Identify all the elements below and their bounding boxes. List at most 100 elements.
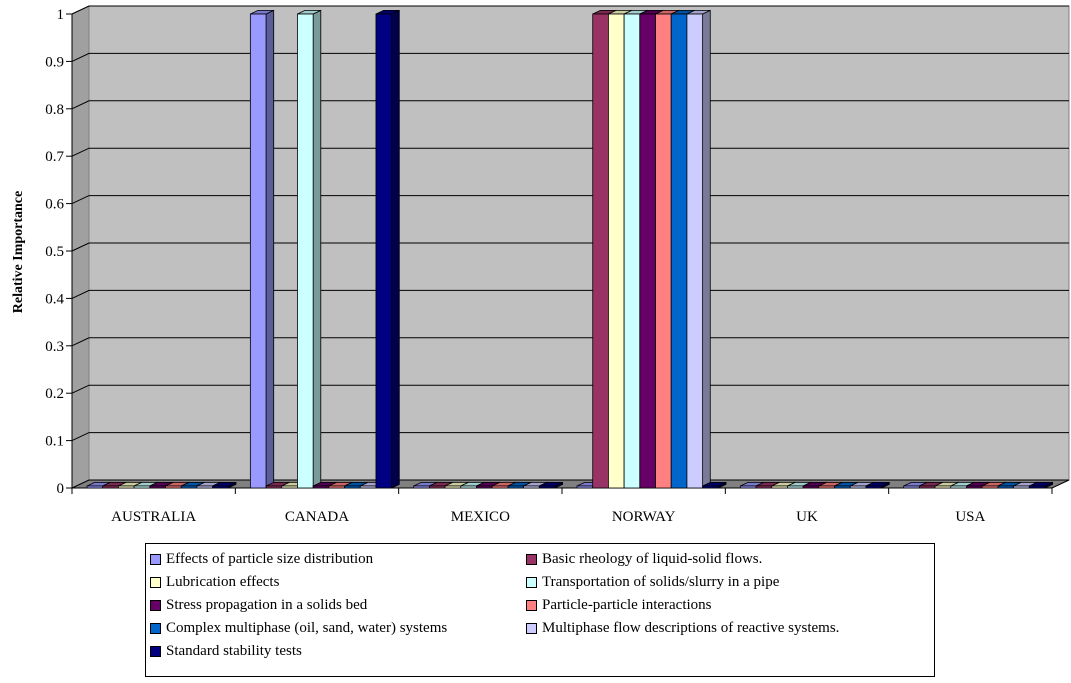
bar-front	[918, 485, 936, 489]
gridline	[71, 147, 1069, 157]
bar-front	[359, 485, 377, 489]
bar-front	[576, 485, 594, 489]
bars	[86, 9, 1054, 489]
bar-front	[102, 485, 119, 489]
x-tick-label: AUSTRALIA	[111, 509, 196, 525]
plot-area	[71, 5, 1070, 489]
y-tick-label: 0	[57, 481, 65, 497]
legend-label: Lubrication effects	[166, 573, 280, 590]
bar	[375, 9, 400, 489]
y-axis-title: Relative Importance	[11, 191, 26, 313]
y-tick-label: 0.3	[45, 339, 64, 355]
legend-swatch	[150, 553, 161, 565]
y-tick-label: 0.6	[45, 197, 64, 213]
bar-front	[491, 485, 509, 489]
x-tick-label: USA	[955, 509, 985, 525]
y-tick-label: 0.5	[45, 244, 64, 260]
gridline	[71, 195, 1069, 205]
bar-side	[312, 9, 322, 489]
y-axis: 0 0.1 0.2 0.3 0.4 0.5 0.6 0.7 0.8 0.9 1	[45, 7, 1053, 497]
bar-front	[523, 485, 540, 489]
gridline	[71, 384, 1069, 394]
bar-side	[391, 9, 400, 489]
bar-front	[444, 485, 462, 489]
legend-swatch	[526, 553, 537, 565]
legend-item: Multiphase flow descriptions of reactive…	[526, 618, 936, 638]
bar-front	[312, 485, 330, 489]
bar-front	[966, 485, 983, 489]
legend-swatch	[526, 622, 537, 634]
bar-front	[834, 485, 851, 489]
gridline	[71, 52, 1069, 62]
bar-front	[865, 485, 883, 489]
bar-front	[849, 485, 867, 489]
legend-label: Particle-particle interactions	[542, 596, 712, 613]
bar	[297, 9, 322, 489]
x-tick-label: NORWAY	[612, 509, 676, 525]
bar-front	[592, 13, 609, 489]
bar	[538, 481, 564, 489]
legend-label: Multiphase flow descriptions of reactive…	[542, 619, 840, 636]
legend-swatch	[150, 599, 161, 611]
gridline	[71, 242, 1069, 252]
legend-label: Basic rheology of liquid-solid flows.	[542, 550, 763, 567]
bar-front	[476, 485, 493, 489]
bar-front	[413, 485, 430, 489]
bar-front	[818, 485, 835, 489]
legend: Effects of particle size distribution Bas…	[145, 543, 935, 677]
bar-front	[739, 485, 757, 489]
bar-front	[802, 485, 820, 489]
y-tick-label: 0.7	[45, 149, 64, 165]
legend-swatch	[150, 622, 161, 634]
bar-front	[623, 13, 641, 489]
y-tick-label: 0.2	[45, 386, 64, 402]
bar-front	[265, 485, 283, 489]
bar-front	[639, 13, 656, 489]
gridline	[71, 432, 1069, 442]
legend-item: Standard stability tests	[150, 641, 526, 661]
x-tick-label: UK	[796, 509, 818, 525]
bar-front	[196, 485, 214, 489]
bar-front	[538, 485, 556, 489]
bar-front	[771, 485, 788, 489]
bar-front	[149, 485, 166, 489]
gridlines	[71, 5, 1069, 442]
bar-front	[1028, 485, 1046, 489]
bar-front	[344, 485, 361, 489]
bar-front	[281, 485, 298, 489]
bar-front	[297, 13, 314, 489]
bar	[865, 481, 890, 489]
bar-front	[212, 485, 229, 489]
legend-label: Transportation of solids/slurry in a pip…	[542, 573, 780, 590]
legend-item: Complex multiphase (oil, sand, water) sy…	[150, 618, 526, 638]
bar-front	[686, 13, 704, 489]
x-axis-labels: AUSTRALIA CANADA MEXICO NORWAY UK USA	[111, 509, 985, 525]
bar-front	[249, 13, 267, 489]
y-tick-label: 0.8	[45, 102, 64, 118]
legend-item: Basic rheology of liquid-solid flows.	[526, 549, 936, 569]
bar	[702, 481, 727, 489]
bar-front	[1013, 485, 1030, 489]
bar-front	[133, 485, 151, 489]
bar-front	[903, 485, 920, 489]
bar-front	[328, 485, 345, 489]
bar-front	[428, 485, 446, 489]
bar-front	[981, 485, 999, 489]
bar-side	[265, 9, 275, 489]
bar-front	[934, 485, 952, 489]
bar-front	[655, 13, 672, 489]
gridline	[71, 337, 1069, 347]
bar-front	[118, 485, 135, 489]
legend-item: Lubrication effects	[150, 572, 526, 592]
legend-swatch	[526, 576, 537, 588]
bar-front	[787, 485, 804, 489]
bar-front	[950, 485, 967, 489]
bar	[686, 9, 711, 489]
bar-chart: 0 0.1 0.2 0.3 0.4 0.5 0.6 0.7 0.8 0.9 1 AUSTRALIA C…	[11, 5, 1070, 525]
bar-side	[702, 9, 711, 489]
legend-item: Particle-particle interactions	[526, 595, 936, 615]
y-tick-label: 0.1	[45, 434, 64, 450]
bar-front	[755, 485, 773, 489]
bar-front	[702, 485, 719, 489]
bar	[1028, 481, 1054, 489]
